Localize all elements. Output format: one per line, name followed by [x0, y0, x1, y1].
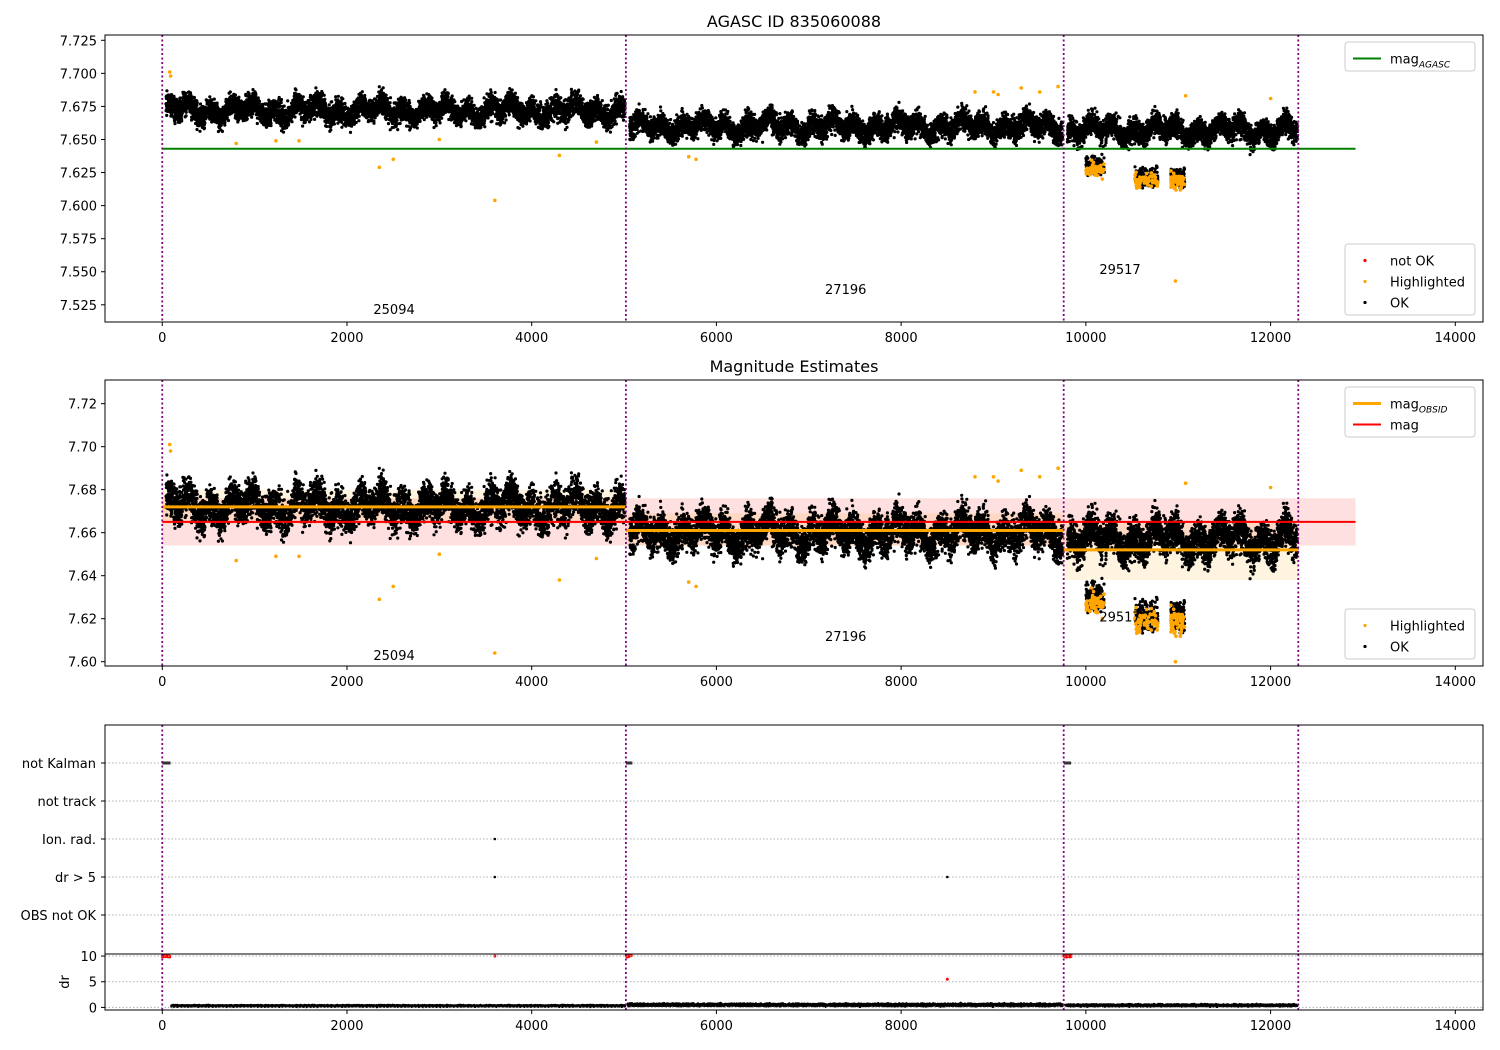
obsid-label: 29517	[1099, 611, 1140, 626]
ytick-label: 7.700	[60, 67, 97, 82]
legend-label: Highlighted	[1390, 620, 1465, 635]
xtick-label: 6000	[700, 1019, 733, 1034]
legend-box	[1344, 243, 1476, 316]
obsid-label: 29517	[1099, 263, 1140, 278]
xtick-label: 6000	[700, 675, 733, 690]
xtick-label: 12000	[1250, 1019, 1291, 1034]
legend-label: not OK	[1390, 255, 1435, 270]
agasc-magnitude-panel: 25094 27196 29517 7.525 7.550 7.575 7.600 7.625…	[60, 34, 1484, 346]
xtick-label: 14000	[1435, 331, 1476, 346]
flag-marker	[162, 761, 171, 765]
ytick-label: 7.70	[68, 441, 97, 456]
legend-box	[1344, 41, 1476, 72]
category-label: not track	[37, 795, 96, 810]
xtick-label: 2000	[330, 675, 363, 690]
ytick-label: 7.725	[60, 34, 97, 49]
legend-dot-swatch	[1363, 279, 1367, 284]
highlighted-points	[167, 70, 1273, 283]
ytick-label: 7.68	[68, 484, 97, 499]
xtick-label: 14000	[1435, 1019, 1476, 1034]
ytick-label: 7.650	[60, 133, 97, 148]
xtick-label: 10000	[1065, 1019, 1106, 1034]
legend-label: OK	[1390, 641, 1409, 656]
xtick-label: 2000	[330, 1019, 363, 1034]
category-label: dr > 5	[55, 871, 96, 886]
xtick-label: 4000	[515, 331, 548, 346]
ytick-label: 0	[89, 1001, 97, 1016]
ytick-label: 7.550	[60, 266, 97, 281]
legend-box	[1344, 608, 1476, 660]
obsid-label: 25094	[373, 649, 414, 664]
ytick-label: 7.64	[68, 570, 97, 585]
ytick-label: 7.525	[60, 299, 97, 314]
flag-marker	[493, 837, 497, 841]
legend-label-subscript: OBSID	[1419, 406, 1448, 416]
ytick-label: 7.66	[68, 527, 97, 542]
plot-area	[161, 35, 1356, 322]
panel1-title: AGASC ID 835060088	[707, 12, 881, 31]
legend-label: mag	[1390, 419, 1419, 434]
plot-area	[105, 725, 1483, 954]
plot-area	[161, 380, 1356, 666]
xtick-label: 6000	[700, 331, 733, 346]
flags-panel: not Kalman not track Ion. rad. dr > 5 OBS no…	[21, 724, 1484, 955]
plot-area	[105, 954, 1483, 1010]
highlighted-points	[167, 442, 1273, 664]
dr-panel: dr 0 5 10 0 2000 4000 6000 8000 10000 12000 14000	[58, 950, 1484, 1034]
magnitude-estimates-panel: 25094 27196 29517 7.60 7.62 7.64 7.66 7.68 7.70 7…	[68, 379, 1484, 690]
xtick-label: 8000	[885, 1019, 918, 1034]
legend-label: Highlighted	[1390, 276, 1465, 291]
obsid-label: 27196	[825, 283, 866, 298]
category-label: not Kalman	[22, 757, 96, 772]
dr-axis-label: dr	[58, 975, 73, 989]
ytick-label: 7.72	[68, 398, 97, 413]
panel2-title: Magnitude Estimates	[710, 357, 879, 376]
ytick-label: 10	[80, 950, 97, 965]
ytick-label: 5	[89, 976, 97, 991]
xtick-label: 0	[158, 675, 166, 690]
flag-marker	[1063, 761, 1072, 765]
flag-marker	[493, 875, 497, 879]
xtick-label: 0	[158, 331, 166, 346]
legend-dot-swatch	[1363, 258, 1367, 263]
xtick-label: 12000	[1250, 675, 1291, 690]
ytick-label: 7.600	[60, 200, 97, 215]
legend-dot-swatch	[1363, 644, 1367, 649]
ytick-label: 7.675	[60, 100, 97, 115]
xtick-label: 8000	[885, 331, 918, 346]
dr-points	[170, 1001, 1299, 1009]
ytick-label: 7.62	[68, 613, 97, 628]
xtick-label: 0	[158, 1019, 166, 1034]
legend-dot-swatch	[1363, 300, 1367, 305]
xtick-label: 10000	[1065, 675, 1106, 690]
axes-frame	[104, 34, 1484, 323]
flag-marker	[625, 761, 633, 765]
dr-red-points	[160, 954, 1073, 981]
axes-frame	[104, 379, 1484, 667]
ok-points	[164, 466, 1299, 635]
xtick-label: 12000	[1250, 331, 1291, 346]
ytick-label: 7.575	[60, 233, 97, 248]
xtick-label: 2000	[330, 331, 363, 346]
ytick-label: 7.60	[68, 656, 97, 671]
flag-marker	[946, 875, 949, 879]
xtick-label: 10000	[1065, 331, 1106, 346]
category-label: OBS not OK	[21, 909, 97, 924]
ok-points	[164, 85, 1299, 190]
obsid-label: 27196	[825, 630, 866, 645]
legend-label: OK	[1390, 297, 1409, 312]
ytick-label: 7.625	[60, 167, 97, 182]
category-label: Ion. rad.	[42, 833, 96, 848]
xtick-label: 4000	[515, 1019, 548, 1034]
xtick-label: 8000	[885, 675, 918, 690]
xtick-label: 4000	[515, 675, 548, 690]
obsid-label: 25094	[373, 303, 414, 318]
legend-dot-swatch	[1363, 623, 1367, 628]
xtick-label: 14000	[1435, 675, 1476, 690]
legend-label-subscript: AGASC	[1418, 61, 1451, 71]
